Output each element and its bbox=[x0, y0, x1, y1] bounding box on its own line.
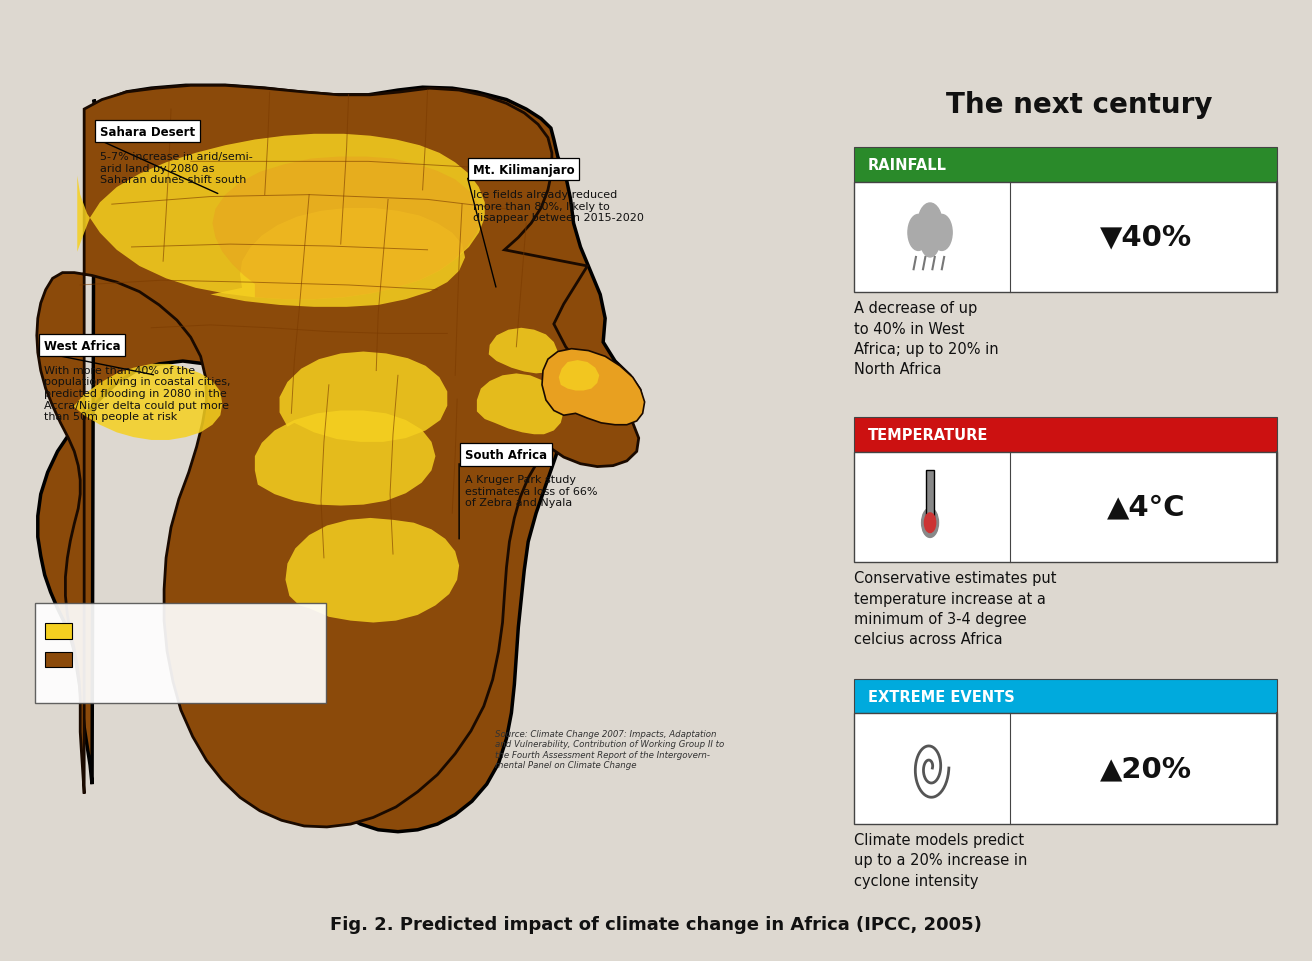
Circle shape bbox=[925, 513, 935, 533]
Circle shape bbox=[921, 225, 939, 258]
Text: EXTREME EVENTS: EXTREME EVENTS bbox=[869, 689, 1014, 703]
Circle shape bbox=[932, 215, 953, 251]
Text: The next century: The next century bbox=[946, 91, 1212, 119]
Text: 5-7% increase in arid/semi-
arid land by 2080 as
Saharan dunes shift south: 5-7% increase in arid/semi- arid land by… bbox=[100, 152, 253, 185]
Text: Mt. Kilimanjaro: Mt. Kilimanjaro bbox=[472, 163, 575, 177]
FancyBboxPatch shape bbox=[926, 470, 934, 523]
Polygon shape bbox=[286, 518, 459, 623]
Polygon shape bbox=[71, 364, 222, 440]
Text: A decrease of up
to 40% in West
Africa; up to 20% in
North Africa: A decrease of up to 40% in West Africa; … bbox=[854, 301, 998, 377]
Text: ▼40%: ▼40% bbox=[1099, 224, 1193, 252]
Polygon shape bbox=[559, 360, 600, 391]
Polygon shape bbox=[279, 352, 447, 442]
Text: Ice fields already reduced
more than 80%, likely to
disappear between 2015-2020: Ice fields already reduced more than 80%… bbox=[472, 189, 644, 223]
Circle shape bbox=[918, 204, 942, 246]
Text: South Africa: South Africa bbox=[464, 449, 547, 461]
Text: ▲20%: ▲20% bbox=[1099, 754, 1193, 782]
Text: Conservative estimates put
temperature increase at a
minimum of 3-4 degree
celci: Conservative estimates put temperature i… bbox=[854, 571, 1056, 647]
Polygon shape bbox=[77, 135, 484, 300]
Polygon shape bbox=[542, 349, 644, 426]
Text: Sahara Desert: Sahara Desert bbox=[100, 126, 195, 138]
Text: Source: Climate Change 2007: Impacts, Adaptation
and Vulnerability, Contribution: Source: Climate Change 2007: Impacts, Ad… bbox=[495, 729, 724, 770]
FancyBboxPatch shape bbox=[35, 604, 325, 703]
Polygon shape bbox=[255, 411, 436, 506]
Polygon shape bbox=[38, 86, 643, 832]
Text: Fig. 2. Predicted impact of climate change in Africa (IPCC, 2005): Fig. 2. Predicted impact of climate chan… bbox=[331, 916, 981, 933]
Text: ▲4°C: ▲4°C bbox=[1107, 493, 1185, 521]
FancyBboxPatch shape bbox=[854, 452, 1277, 562]
FancyBboxPatch shape bbox=[854, 418, 1277, 452]
Circle shape bbox=[921, 508, 938, 538]
Circle shape bbox=[908, 215, 929, 251]
Text: Climate models predict
up to a 20% increase in
cyclone intensity: Climate models predict up to a 20% incre… bbox=[854, 832, 1027, 888]
FancyBboxPatch shape bbox=[854, 713, 1277, 824]
FancyBboxPatch shape bbox=[854, 183, 1277, 293]
Polygon shape bbox=[488, 329, 558, 374]
Text: West Africa: West Africa bbox=[43, 339, 121, 352]
Polygon shape bbox=[210, 209, 464, 308]
Bar bbox=[45, 624, 72, 639]
Text: RAINFALL: RAINFALL bbox=[869, 158, 947, 173]
Text: TEMPERATURE: TEMPERATURE bbox=[869, 428, 988, 442]
Text: A Kruger Park study
estimates a loss of 66%
of Zebra and Nyala: A Kruger Park study estimates a loss of … bbox=[464, 475, 597, 507]
Polygon shape bbox=[213, 158, 482, 300]
FancyBboxPatch shape bbox=[854, 148, 1277, 183]
Bar bbox=[45, 653, 72, 668]
Polygon shape bbox=[476, 374, 564, 434]
Polygon shape bbox=[37, 86, 639, 827]
Text: With more than 40% of the
population living in coastal cities,
predicted floodin: With more than 40% of the population liv… bbox=[43, 365, 230, 422]
FancyBboxPatch shape bbox=[854, 679, 1277, 713]
